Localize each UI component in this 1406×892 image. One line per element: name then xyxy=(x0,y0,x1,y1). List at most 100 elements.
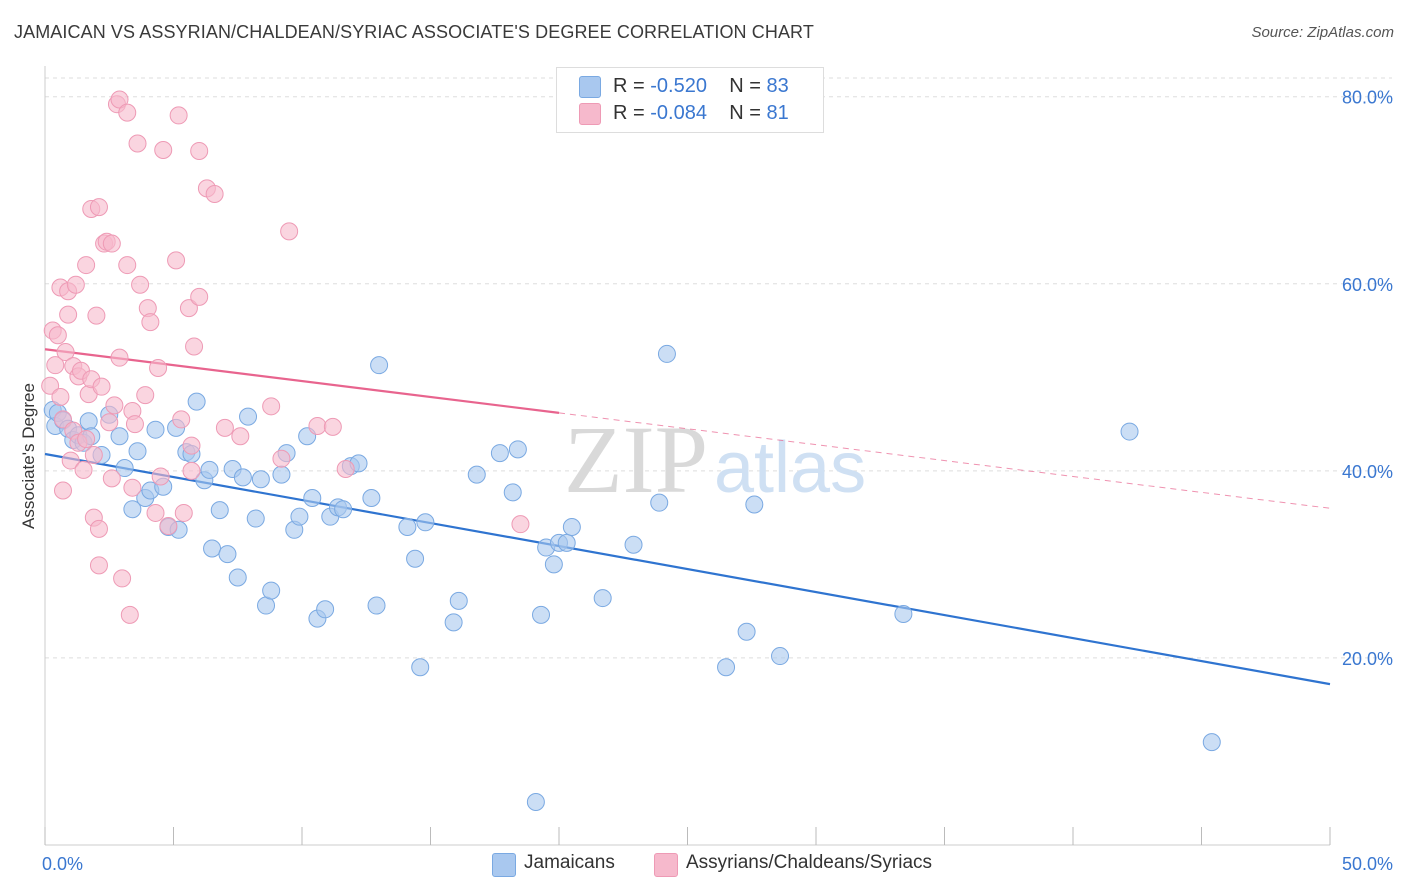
jamaican-point xyxy=(200,460,219,479)
y-tick-label: 60.0% xyxy=(1342,275,1393,295)
assyrian-point xyxy=(167,251,186,270)
legend-r-value: -0.084 xyxy=(650,102,707,124)
jamaican-point xyxy=(110,427,129,446)
assyrian-point xyxy=(66,275,85,294)
assyrian-point xyxy=(174,503,193,522)
assyrian-point xyxy=(89,556,108,575)
assyrian-point xyxy=(118,103,137,122)
assyrian-point xyxy=(102,234,121,253)
jamaican-point xyxy=(526,792,545,811)
assyrian-point xyxy=(51,387,70,406)
jamaican-point xyxy=(717,658,736,677)
legend-label: Assyrians/Chaldeans/Syriacs xyxy=(686,852,933,873)
y-axis-label: Associate's Degree xyxy=(19,383,38,529)
watermark-atlas: atlas xyxy=(714,428,866,508)
jamaican-point xyxy=(115,459,134,478)
legend-r-value: -0.520 xyxy=(650,75,707,97)
correlation-legend: R = -0.520 N = 83 R = -0.084 N = 81 xyxy=(556,67,824,133)
jamaican-point xyxy=(251,470,270,489)
jamaican-point xyxy=(467,465,486,484)
assyrian-point xyxy=(74,460,93,479)
jamaican-point xyxy=(544,555,563,574)
legend-swatch-blue xyxy=(579,76,601,98)
assyrian-point xyxy=(179,299,198,318)
assyrian-point xyxy=(87,306,106,325)
jamaican-point xyxy=(79,412,98,431)
jamaican-point xyxy=(239,407,258,426)
assyrian-point xyxy=(182,436,201,455)
legend-swatch-pink xyxy=(654,853,678,877)
jamaican-point xyxy=(362,488,381,507)
legend-n-label: N = xyxy=(729,75,761,97)
jamaican-point xyxy=(187,392,206,411)
y-tick-label: 80.0% xyxy=(1342,88,1393,108)
jamaican-point xyxy=(624,535,643,554)
jamaican-point xyxy=(406,549,425,568)
assyrian-trend-line-dashed xyxy=(558,412,1331,509)
assyrian-point xyxy=(77,430,96,449)
assyrian-point xyxy=(172,410,191,429)
assyrian-point xyxy=(102,469,121,488)
jamaican-point xyxy=(128,442,147,461)
jamaican-point xyxy=(771,647,790,666)
legend-n-value: 83 xyxy=(766,75,789,97)
jamaican-point xyxy=(490,444,509,463)
jamaican-point xyxy=(411,658,430,677)
assyrian-point xyxy=(336,459,355,478)
assyrian-point xyxy=(272,449,291,468)
assyrian-point xyxy=(169,106,188,125)
legend-swatch-blue xyxy=(492,853,516,877)
jamaican-point xyxy=(508,440,527,459)
assyrian-point xyxy=(136,386,155,405)
legend-n-value: 81 xyxy=(766,102,789,124)
assyrian-point xyxy=(159,517,178,536)
jamaican-point xyxy=(210,501,229,520)
jamaican-point xyxy=(370,356,389,375)
jamaican-point xyxy=(146,420,165,439)
jamaican-point xyxy=(218,545,237,564)
legend-swatch-pink xyxy=(579,103,601,125)
assyrian-point xyxy=(190,141,209,160)
assyrian-point xyxy=(511,515,530,534)
jamaican-point xyxy=(532,605,551,624)
legend-label: Jamaicans xyxy=(524,852,615,873)
assyrian-point xyxy=(280,222,299,241)
legend-r-label: R = xyxy=(613,75,645,97)
assyrian-point xyxy=(89,198,108,217)
jamaican-point xyxy=(334,500,353,519)
assyrian-point xyxy=(123,478,142,497)
jamaican-point xyxy=(303,488,322,507)
jamaican-point xyxy=(444,613,463,632)
assyrian-point xyxy=(53,481,72,500)
assyrian-point xyxy=(190,287,209,306)
jamaican-point xyxy=(123,500,142,519)
jamaican-point xyxy=(228,568,247,587)
source-credit: Source: ZipAtlas.com xyxy=(1251,24,1394,41)
assyrian-point xyxy=(323,417,342,436)
jamaican-point xyxy=(557,533,576,552)
legend-n-label: N = xyxy=(729,102,761,124)
assyrian-point xyxy=(151,467,170,486)
jamaican-point xyxy=(562,517,581,536)
jamaican-point xyxy=(1120,422,1139,441)
jamaican-point xyxy=(233,468,252,487)
assyrian-point xyxy=(105,396,124,415)
assyrian-point xyxy=(185,337,204,356)
y-tick-label: 20.0% xyxy=(1342,649,1393,669)
assyrian-point xyxy=(125,415,144,434)
assyrian-trend-line xyxy=(44,348,560,414)
jamaican-point xyxy=(737,622,756,641)
x-tick-label: 50.0% xyxy=(1342,854,1393,874)
assyrian-point xyxy=(128,134,147,153)
watermark: ZIP atlas xyxy=(564,406,866,513)
jamaican-point xyxy=(290,507,309,526)
jamaican-point xyxy=(593,589,612,608)
assyrian-point xyxy=(61,451,80,470)
jamaican-point xyxy=(894,604,913,623)
assyrian-point xyxy=(141,313,160,332)
jamaican-point xyxy=(449,591,468,610)
assyrian-point xyxy=(41,376,60,395)
jamaican-point xyxy=(416,513,435,532)
chart-title: JAMAICAN VS ASSYRIAN/CHALDEAN/SYRIAC ASS… xyxy=(14,22,814,42)
